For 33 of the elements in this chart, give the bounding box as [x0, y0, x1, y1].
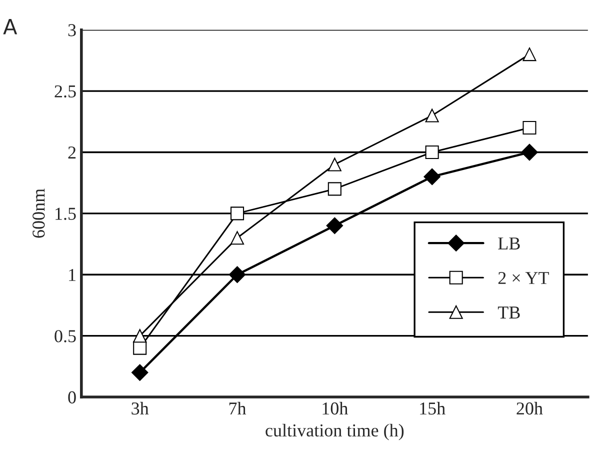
point — [228, 266, 246, 284]
y-tick-label: 1.5 — [56, 208, 76, 220]
y-tick-label: 2.5 — [54, 85, 76, 98]
x-tick-label: 10h — [322, 402, 348, 415]
x-tick-label: 3h — [132, 402, 149, 415]
y-tick-label: 2 — [68, 146, 76, 158]
legend-label: TB — [498, 306, 520, 319]
point — [328, 182, 342, 196]
point — [425, 108, 439, 122]
x-tick-label: 20h — [516, 402, 543, 415]
point — [424, 168, 440, 186]
x-axis-title: cultivation time (h) — [266, 424, 404, 440]
point — [326, 217, 344, 234]
text: A — [3, 19, 18, 34]
point — [230, 231, 244, 245]
point — [133, 341, 147, 355]
point — [522, 48, 536, 62]
legend-label: LB — [498, 238, 520, 250]
x-tick-label: 7h — [229, 402, 246, 414]
point — [425, 145, 439, 160]
y-tick-label: 1 — [69, 268, 76, 281]
point — [521, 144, 538, 161]
y-tick-label: 3 — [68, 24, 76, 36]
point — [522, 120, 536, 135]
y-tick-label: 0.5 — [54, 330, 76, 342]
x-tick-label: 15h — [420, 402, 446, 415]
point — [131, 364, 148, 381]
point — [133, 329, 147, 343]
legend-label: 2 × YT — [498, 272, 549, 284]
point — [230, 206, 244, 220]
point — [328, 158, 342, 172]
y-tick-label: 0 — [68, 391, 76, 404]
y-axis-title: 600nm — [32, 188, 45, 238]
